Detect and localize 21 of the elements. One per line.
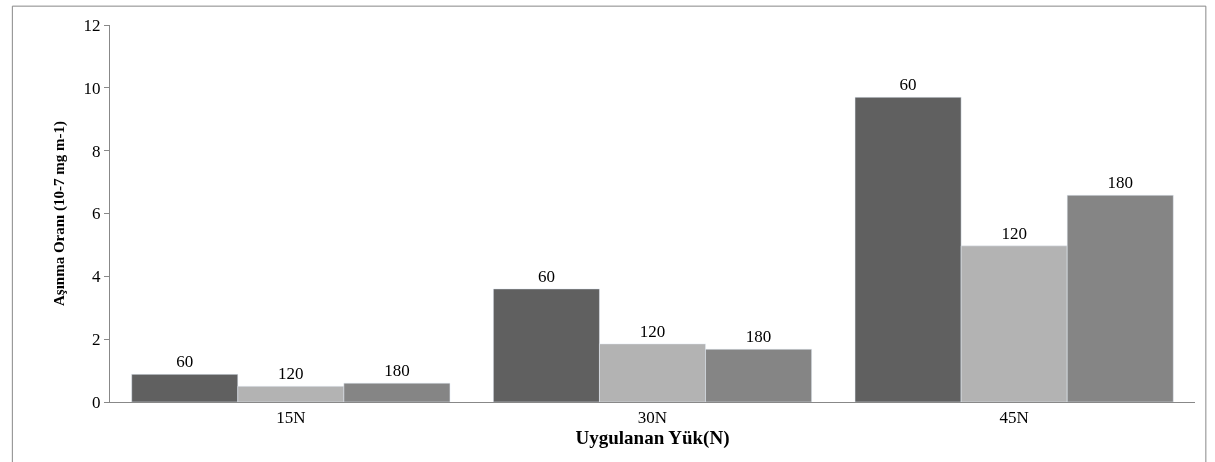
x-tick-label: 15N	[276, 408, 306, 428]
series-label: 180	[384, 361, 410, 381]
text: 120	[639, 321, 666, 341]
x-tick-label: 45N	[999, 408, 1029, 428]
y-tick-label: 0	[92, 392, 101, 412]
text: 180	[1107, 173, 1134, 193]
x-axis-title: Uygulanan Yük(N)	[575, 427, 730, 450]
text: 120	[1001, 223, 1027, 243]
y-axis-title: Aşınma Oranı (10-7 mg m-1)	[50, 121, 68, 306]
y-tick-label: 10	[83, 78, 101, 98]
series-label: 120	[278, 364, 304, 384]
x-tick-label: 30N	[637, 408, 668, 428]
y-tick-label: 2	[92, 330, 101, 350]
text: 60	[899, 75, 917, 95]
text: 180	[745, 327, 772, 347]
y-tick-label: 12	[83, 15, 101, 35]
text: 60	[537, 266, 555, 286]
y-tick-label: 4	[92, 267, 102, 287]
y-tick-label: 8	[92, 141, 101, 161]
series-label: 60	[176, 352, 194, 372]
y-tick-label: 6	[92, 204, 101, 224]
